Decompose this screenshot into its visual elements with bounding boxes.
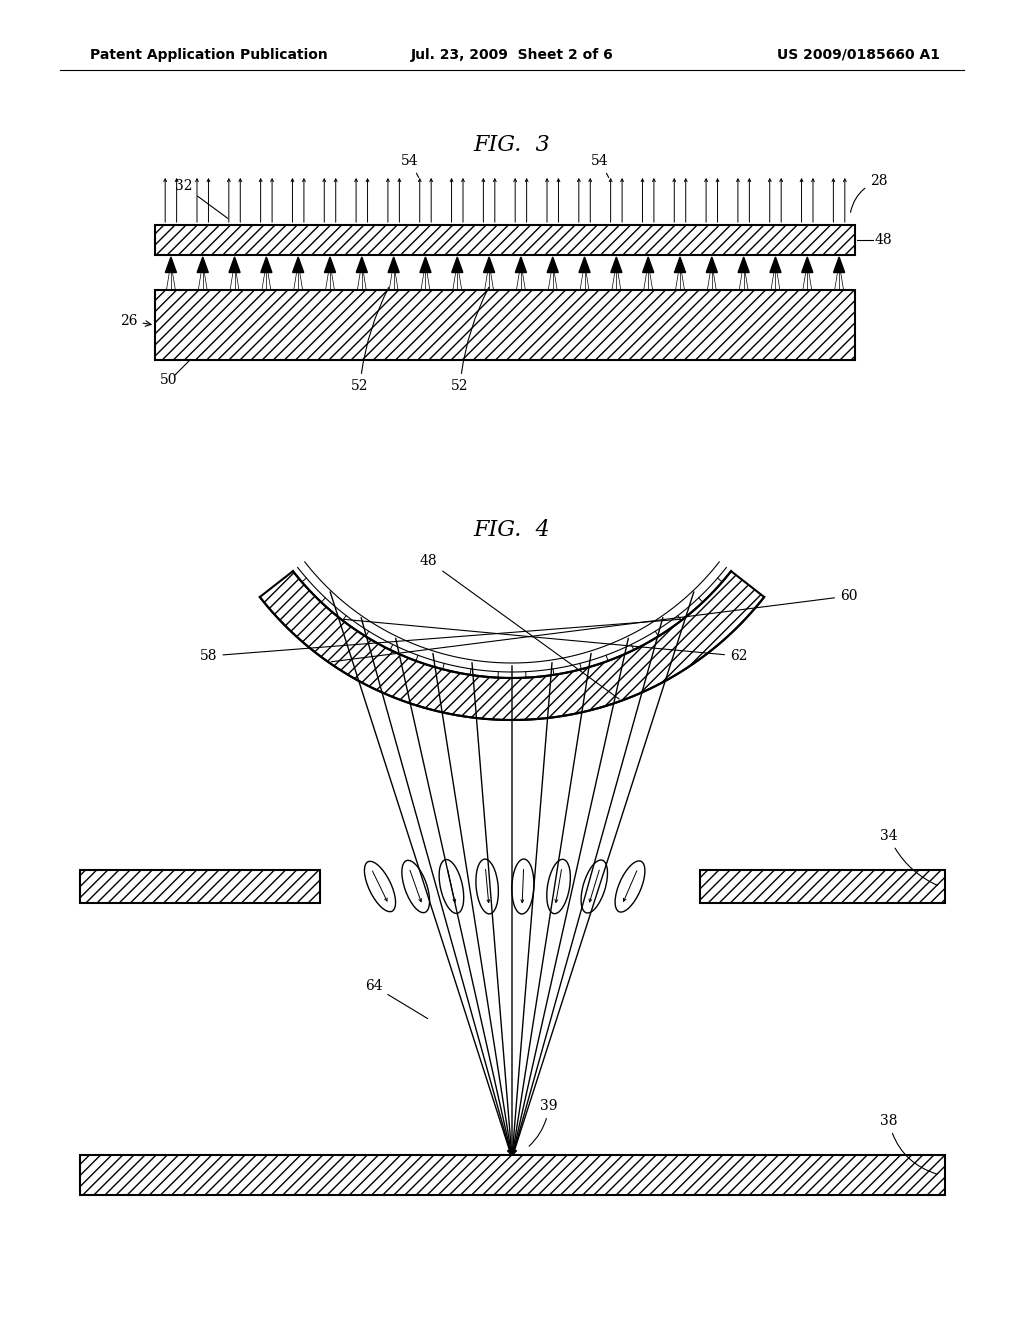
Polygon shape — [198, 257, 208, 272]
Text: 28: 28 — [851, 174, 888, 213]
Polygon shape — [261, 257, 272, 272]
Ellipse shape — [365, 862, 395, 912]
Text: 48: 48 — [874, 234, 893, 247]
Text: 39: 39 — [529, 1100, 557, 1146]
Polygon shape — [388, 257, 399, 272]
Text: 58: 58 — [200, 619, 680, 663]
Ellipse shape — [547, 859, 570, 913]
Text: 32: 32 — [175, 180, 227, 218]
Polygon shape — [483, 257, 495, 272]
Polygon shape — [325, 257, 336, 272]
Ellipse shape — [439, 859, 464, 913]
Polygon shape — [802, 257, 813, 272]
Polygon shape — [515, 257, 526, 272]
Text: 52: 52 — [452, 288, 488, 393]
Text: US 2009/0185660 A1: US 2009/0185660 A1 — [777, 48, 940, 62]
Text: 64: 64 — [365, 979, 428, 1019]
Ellipse shape — [581, 861, 607, 913]
Polygon shape — [834, 257, 845, 272]
Text: 62: 62 — [344, 619, 748, 663]
Polygon shape — [579, 257, 590, 272]
Polygon shape — [707, 257, 718, 272]
Ellipse shape — [401, 861, 430, 912]
Polygon shape — [738, 257, 750, 272]
Polygon shape — [643, 257, 653, 272]
Polygon shape — [260, 572, 764, 719]
Polygon shape — [770, 257, 781, 272]
Text: 38: 38 — [880, 1114, 937, 1175]
Bar — [80, 870, 319, 903]
Ellipse shape — [512, 859, 534, 913]
Bar — [155, 224, 855, 255]
Bar — [155, 290, 855, 360]
Text: FIG.  4: FIG. 4 — [474, 519, 550, 541]
Text: 34: 34 — [880, 829, 937, 886]
Ellipse shape — [615, 861, 645, 912]
Polygon shape — [293, 257, 304, 272]
Polygon shape — [610, 257, 622, 272]
Bar — [700, 870, 945, 903]
Text: 60: 60 — [331, 589, 857, 661]
Ellipse shape — [476, 859, 499, 913]
Polygon shape — [165, 257, 176, 272]
Text: 54: 54 — [591, 154, 609, 178]
Text: 26: 26 — [120, 314, 151, 327]
Polygon shape — [452, 257, 463, 272]
Polygon shape — [547, 257, 558, 272]
Text: FIG.  3: FIG. 3 — [474, 135, 550, 156]
Polygon shape — [356, 257, 368, 272]
Text: Jul. 23, 2009  Sheet 2 of 6: Jul. 23, 2009 Sheet 2 of 6 — [411, 48, 613, 62]
Polygon shape — [675, 257, 686, 272]
Bar — [80, 1155, 945, 1195]
Polygon shape — [229, 257, 240, 272]
Text: Patent Application Publication: Patent Application Publication — [90, 48, 328, 62]
Polygon shape — [420, 257, 431, 272]
Text: 48: 48 — [420, 554, 620, 700]
Text: 52: 52 — [351, 288, 389, 393]
Text: 50: 50 — [160, 374, 177, 387]
Text: 54: 54 — [401, 154, 419, 178]
